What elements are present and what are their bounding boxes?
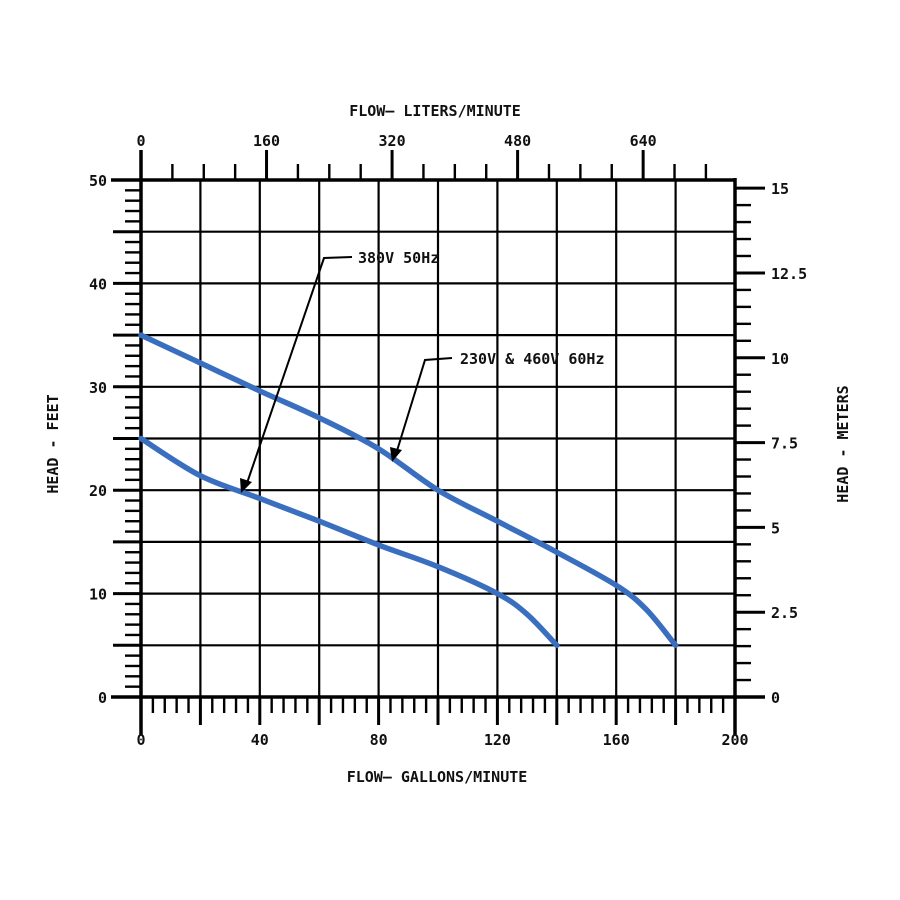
x-axis-title: FLOW— GALLONS/MINUTE bbox=[347, 768, 528, 786]
y-tick-label: 30 bbox=[89, 379, 107, 397]
y-tick-label: 10 bbox=[89, 586, 107, 604]
tick-labels: 0 40 80 120 160 200 0 10 20 30 40 50 0 160 320 480 640 0 2… bbox=[89, 132, 807, 749]
right-tick-label: 12.5 bbox=[771, 265, 807, 283]
axis-ticks bbox=[113, 150, 765, 725]
arrowhead-230v bbox=[390, 447, 402, 462]
top-tick-label: 160 bbox=[253, 132, 280, 150]
right-tick-label: 0 bbox=[771, 689, 780, 707]
curve-230v-460v-60hz bbox=[138, 332, 679, 649]
y-tick-label: 40 bbox=[89, 275, 107, 293]
top-tick-label: 0 bbox=[136, 132, 145, 150]
right-tick-label: 10 bbox=[771, 350, 789, 368]
x-tick-label: 200 bbox=[721, 731, 748, 749]
right-tick-label: 5 bbox=[771, 519, 780, 537]
x-tick-label: 160 bbox=[603, 731, 630, 749]
curve-380v-50hz bbox=[138, 435, 560, 649]
label-380v-50hz: 380V 50Hz bbox=[358, 249, 439, 267]
right-tick-label: 2.5 bbox=[771, 604, 798, 622]
y-tick-label: 50 bbox=[89, 172, 107, 190]
performance-curves bbox=[138, 332, 679, 649]
top-tick-label: 320 bbox=[379, 132, 406, 150]
x-tick-label: 0 bbox=[136, 731, 145, 749]
right-tick-label: 15 bbox=[771, 180, 789, 198]
top-tick-label: 640 bbox=[630, 132, 657, 150]
x-tick-label: 80 bbox=[370, 731, 388, 749]
x-tick-label: 120 bbox=[484, 731, 511, 749]
top-tick-label: 480 bbox=[504, 132, 531, 150]
curve-annotations: 380V 50Hz 230V & 460V 60Hz bbox=[240, 249, 605, 493]
leader-line-380v bbox=[245, 256, 353, 487]
y-tick-label: 20 bbox=[89, 482, 107, 500]
leader-line-230v bbox=[395, 357, 453, 455]
x-tick-label: 40 bbox=[251, 731, 269, 749]
y-axis-title: HEAD - FEET bbox=[44, 394, 62, 493]
arrowhead-380v bbox=[240, 478, 252, 493]
right-axis-title: HEAD - METERS bbox=[834, 385, 852, 502]
y-tick-label: 0 bbox=[98, 689, 107, 707]
label-230v-460v-60hz: 230V & 460V 60Hz bbox=[460, 350, 605, 368]
top-axis-title: FLOW— LITERS/MINUTE bbox=[349, 102, 521, 120]
right-tick-label: 7.5 bbox=[771, 435, 798, 453]
